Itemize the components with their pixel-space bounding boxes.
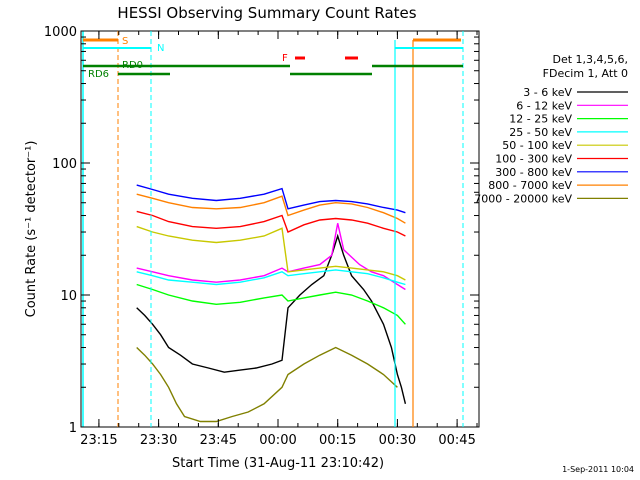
y-axis-label: Count Rate (s⁻¹ detector⁻¹) <box>24 141 39 318</box>
x-tick-label-5: 00:15 <box>319 433 356 448</box>
series-line-3 <box>136 283 406 325</box>
y-tick-label-1: 1 <box>69 421 77 436</box>
legend: Det 1,3,4,5,6, FDecim 1, Att 0 3 - 6 keV… <box>474 53 628 205</box>
x-tick-label-1: 23:15 <box>80 433 117 448</box>
chart-title: HESSI Observing Summary Count Rates <box>117 4 416 22</box>
x-tick-label-7: 00:45 <box>438 433 475 448</box>
flag-label-rd6: RD6 <box>88 69 109 80</box>
series-line-2 <box>136 223 406 291</box>
axis-layer: 23:15 23:30 23:45 00:00 00:15 00:30 00:45 1 10 10… <box>44 25 479 448</box>
flag-label-f: F <box>282 53 288 64</box>
y-tick-label-3: 100 <box>52 157 77 172</box>
legend-label-8: 800 - 7000 keV <box>488 179 572 192</box>
flag-label-rd0: RD0 <box>122 60 143 71</box>
series-line-5 <box>136 225 406 281</box>
legend-header-line-2: FDecim 1, Att 0 <box>543 67 628 80</box>
footer-timestamp: 1-Sep-2011 10:04 <box>562 465 634 474</box>
legend-label-1: 3 - 6 keV <box>523 86 572 99</box>
series-line-1 <box>136 233 407 404</box>
legend-label-7: 300 - 800 keV <box>495 166 572 179</box>
legend-label-6: 100 - 300 keV <box>495 153 572 166</box>
x-tick-label-4: 00:00 <box>259 433 296 448</box>
flag-layer: S N RD0 RD6 F <box>82 31 464 427</box>
series-line-8 <box>136 193 406 224</box>
series-line-6 <box>136 210 406 237</box>
flag-label-s: S <box>122 36 128 47</box>
series-line-4 <box>136 269 406 286</box>
x-axis-label: Start Time (31-Aug-11 23:10:42) <box>172 456 384 471</box>
series-line-9 <box>136 346 398 423</box>
series-layer <box>136 184 407 423</box>
x-tick-label-6: 00:30 <box>379 433 416 448</box>
x-tick-label-3: 23:45 <box>200 433 237 448</box>
legend-label-9: 7000 - 20000 keV <box>474 192 572 205</box>
y-tick-label-2: 10 <box>60 289 77 304</box>
series-line-7 <box>136 184 406 214</box>
y-tick-label-4: 1000 <box>44 25 77 40</box>
plot-frame <box>80 30 480 428</box>
x-tick-label-2: 23:30 <box>140 433 177 448</box>
legend-header-line-1: Det 1,3,4,5,6, <box>552 53 628 66</box>
legend-label-5: 50 - 100 keV <box>502 139 572 152</box>
legend-label-2: 6 - 12 keV <box>516 99 572 112</box>
legend-label-3: 12 - 25 keV <box>509 113 572 126</box>
flag-label-n: N <box>157 43 164 54</box>
legend-label-4: 25 - 50 keV <box>509 126 572 139</box>
